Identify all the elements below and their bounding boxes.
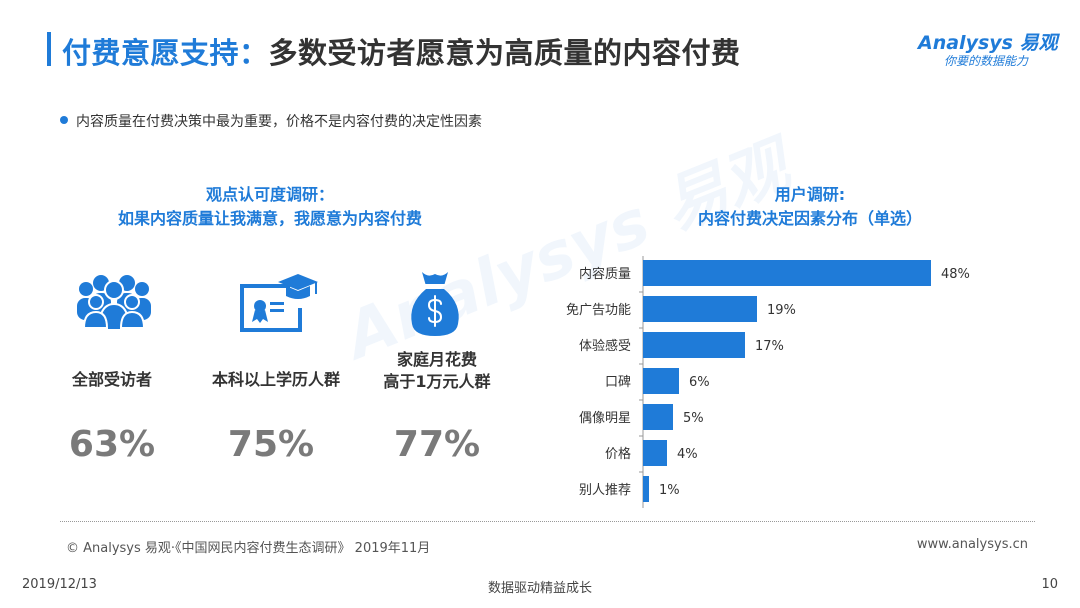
category-label: 别人推荐 [579, 483, 631, 498]
data-label: 5% [683, 411, 704, 426]
footer-divider [60, 521, 1035, 522]
category-label: 免广告功能 [566, 303, 631, 318]
data-label: 48% [941, 267, 970, 282]
group-label-all: 全部受访者 [71, 370, 152, 389]
bar [643, 260, 931, 286]
group-label-bachelor: 本科以上学历人群 [211, 370, 340, 389]
footer-slogan: 数据驱动精益成长 [487, 581, 592, 596]
logo-slogan: 你要的数据能力 [944, 54, 1029, 68]
right-title-line1: 用户调研: [774, 185, 846, 204]
logo-main-text: Analysys 易观 [918, 32, 1058, 54]
category-label: 内容质量 [579, 266, 631, 282]
bar [643, 440, 667, 466]
graduation-certificate-icon [240, 274, 318, 332]
title-main: 多数受访者愿意为高质量的内容付费 [268, 36, 741, 70]
bullet-text: 内容质量在付费决策中最为重要，价格不是内容付费的决定性因素 [76, 114, 482, 130]
right-section-title: 用户调研: 内容付费决定因素分布（单选） [620, 183, 1000, 231]
bar [643, 332, 745, 358]
data-label: 17% [755, 339, 784, 354]
percent-high-spend: 77% [393, 424, 481, 465]
group-label-high-spend: 家庭月花费 高于1万元人群 [383, 350, 491, 391]
category-label: 价格 [605, 446, 631, 462]
bullet-point: 内容质量在付费决策中最为重要，价格不是内容付费的决定性因素 [60, 111, 482, 131]
analysys-logo: Analysys 易观 你要的数据能力 [918, 28, 1058, 72]
percent-all: 63% [68, 424, 156, 465]
left-title-line1: 观点认可度调研： [205, 185, 334, 204]
bullet-dot-icon [60, 116, 68, 124]
percent-bachelor: 75% [227, 424, 315, 465]
money-bag-icon [411, 272, 459, 336]
left-section-title: 观点认可度调研： 如果内容质量让我满意，我愿意为内容付费 [70, 183, 470, 231]
data-label: 1% [659, 483, 680, 498]
footer-date: 2019/12/13 [22, 577, 97, 592]
source-note: © Analysys 易观·《中国网民内容付费生态调研》 2019年11月 [66, 541, 431, 556]
left-title-line2: 如果内容质量让我满意，我愿意为内容付费 [117, 209, 422, 228]
data-label: 19% [767, 303, 796, 318]
people-group-icon [77, 275, 151, 331]
data-label: 6% [689, 375, 710, 390]
page-title: 付费意愿支持：多数受访者愿意为高质量的内容付费 [62, 30, 741, 72]
category-label: 体验感受 [579, 338, 631, 354]
category-label: 偶像明星 [579, 411, 631, 426]
page-number: 10 [1041, 577, 1058, 592]
bar [643, 476, 649, 502]
right-title-line2: 内容付费决定因素分布（单选） [697, 209, 922, 228]
data-label: 4% [677, 447, 698, 462]
website-link[interactable]: www.analysys.cn [916, 537, 1028, 552]
bar [643, 404, 673, 430]
bar [643, 368, 679, 394]
title-highlight: 付费意愿支持： [62, 36, 269, 70]
bar [643, 296, 757, 322]
category-label: 口碑 [605, 374, 631, 390]
title-accent-bar [47, 32, 51, 66]
factor-bar-chart: 内容质量 48% 免广告功能 19% 体验感受 17% 口碑 6% 偶像明星 5% 价格 4% 别人推荐… [566, 256, 970, 508]
